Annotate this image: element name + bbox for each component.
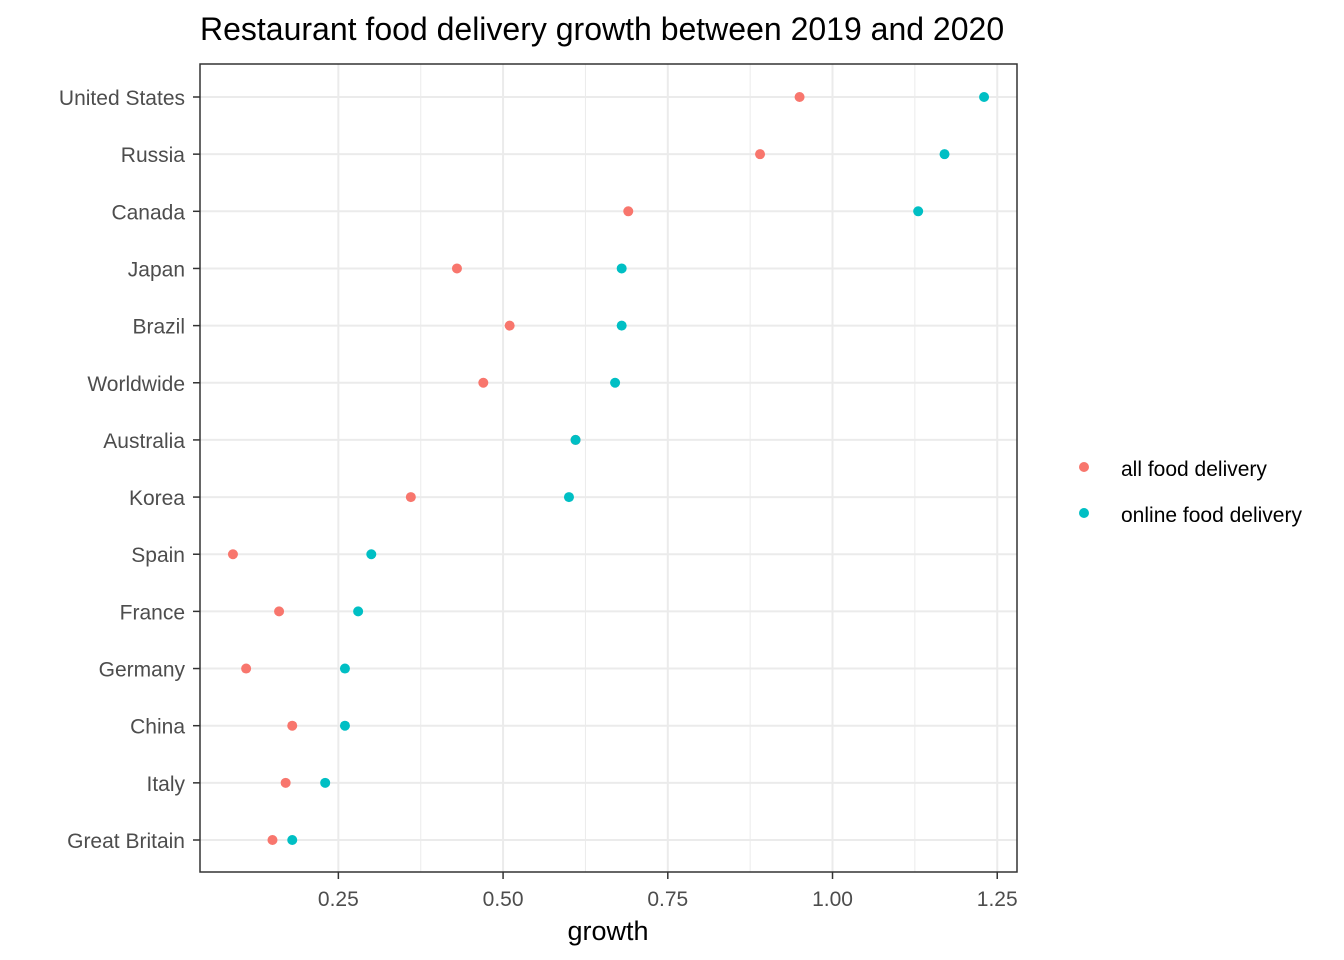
y-tick-label: China [130, 716, 185, 739]
y-tick-label: Australia [103, 430, 185, 453]
point-online-food-delivery [939, 149, 950, 160]
point-online-food-delivery [287, 835, 298, 845]
point-all-food-delivery [478, 377, 489, 388]
point-online-food-delivery [339, 720, 350, 731]
legend-key [1079, 462, 1089, 472]
panel-border [199, 63, 1018, 873]
point-online-food-delivery [979, 92, 990, 102]
x-axis: 0.25 0.50 0.75 1.00 1.25 [318, 872, 1018, 911]
legend-label: online food delivery [1121, 504, 1302, 527]
point-all-food-delivery [241, 663, 252, 674]
y-tick-label: United States [59, 87, 185, 110]
x-tick-label: 0.50 [483, 888, 524, 911]
point-all-food-delivery [274, 606, 285, 617]
grid-layer [200, 64, 1017, 872]
data-points-layer [227, 92, 990, 845]
point-all-food-delivery [794, 92, 805, 102]
y-tick-label: Russia [121, 144, 186, 167]
y-tick-label: Germany [99, 659, 186, 682]
point-online-food-delivery [339, 663, 350, 674]
legend: all food delivery online food delivery [1079, 458, 1302, 527]
x-tick-label: 1.25 [977, 888, 1018, 911]
point-online-food-delivery [320, 777, 331, 788]
point-all-food-delivery [267, 835, 278, 845]
legend-label: all food delivery [1121, 458, 1267, 481]
y-tick-label: Worldwide [87, 373, 185, 396]
point-all-food-delivery [451, 263, 462, 274]
point-all-food-delivery [227, 549, 238, 560]
x-tick-label: 1.00 [812, 888, 853, 911]
legend-key [1079, 508, 1089, 518]
y-axis: United States Russia Canada Japan Brazil Worl… [59, 87, 200, 853]
point-online-food-delivery [616, 263, 627, 274]
y-tick-label: Brazil [132, 316, 185, 339]
y-tick-label: France [120, 601, 185, 624]
point-online-food-delivery [570, 434, 581, 445]
y-tick-label: Canada [111, 201, 185, 224]
chart-title: Restaurant food delivery growth between … [200, 11, 1004, 47]
point-all-food-delivery [623, 206, 634, 217]
point-all-food-delivery [504, 320, 515, 331]
y-tick-label: Japan [128, 258, 185, 281]
point-all-food-delivery [287, 720, 298, 731]
x-axis-title: growth [567, 916, 648, 946]
x-tick-label: 0.25 [318, 888, 359, 911]
y-tick-label: Spain [131, 544, 185, 567]
point-online-food-delivery [366, 549, 377, 560]
y-tick-label: Korea [129, 487, 185, 510]
y-tick-label: Italy [146, 773, 185, 796]
point-all-food-delivery [755, 149, 766, 160]
point-online-food-delivery [563, 492, 574, 503]
point-online-food-delivery [616, 320, 627, 331]
point-online-food-delivery [913, 206, 924, 217]
point-all-food-delivery [280, 777, 291, 788]
point-online-food-delivery [353, 606, 364, 617]
point-online-food-delivery [610, 377, 621, 388]
x-tick-label: 0.75 [647, 888, 688, 911]
point-all-food-delivery [405, 492, 416, 503]
y-tick-label: Great Britain [67, 830, 185, 853]
